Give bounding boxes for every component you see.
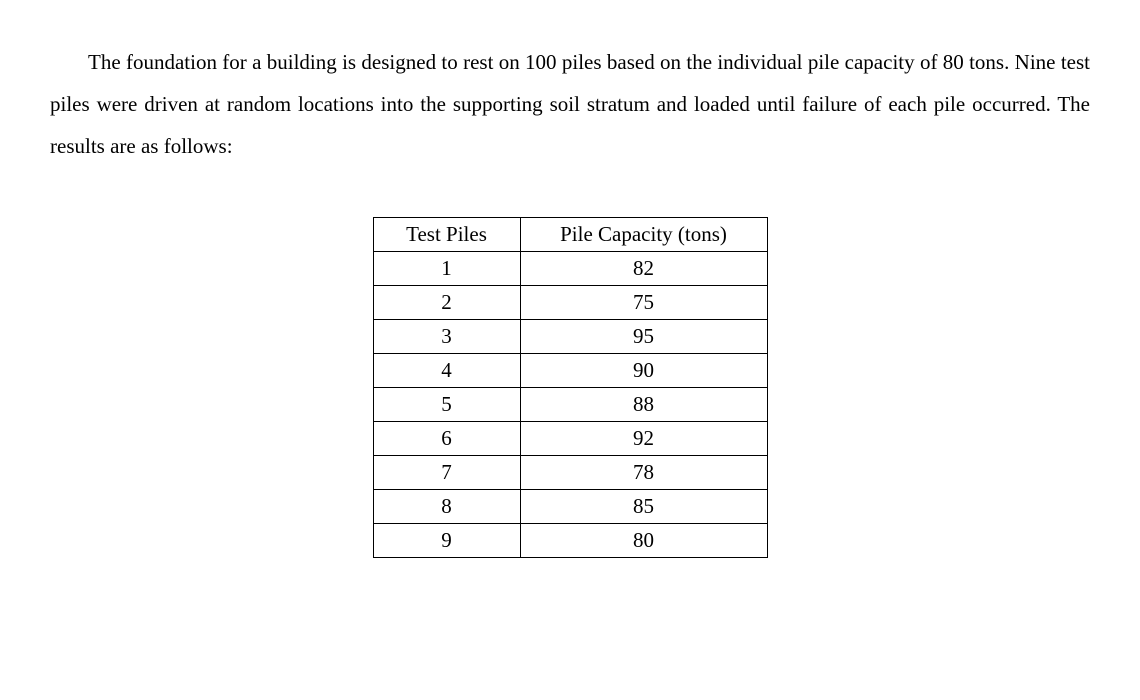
cell-pile-capacity: 88 (520, 388, 767, 422)
table-row: 8 85 (373, 490, 767, 524)
table-row: 3 95 (373, 320, 767, 354)
cell-pile-capacity: 92 (520, 422, 767, 456)
problem-paragraph: The foundation for a building is designe… (50, 41, 1090, 167)
table-row: 1 82 (373, 252, 767, 286)
pile-capacity-table: Test Piles Pile Capacity (tons) 1 82 2 7… (373, 217, 768, 558)
cell-pile-capacity: 78 (520, 456, 767, 490)
table-container: Test Piles Pile Capacity (tons) 1 82 2 7… (50, 217, 1090, 558)
table-row: 2 75 (373, 286, 767, 320)
table-header-row: Test Piles Pile Capacity (tons) (373, 218, 767, 252)
table-row: 5 88 (373, 388, 767, 422)
page: The foundation for a building is designe… (0, 0, 1140, 558)
cell-pile-capacity: 75 (520, 286, 767, 320)
cell-pile-number: 4 (373, 354, 520, 388)
cell-pile-number: 3 (373, 320, 520, 354)
col-header-test-piles: Test Piles (373, 218, 520, 252)
col-header-pile-capacity: Pile Capacity (tons) (520, 218, 767, 252)
table-row: 4 90 (373, 354, 767, 388)
table-row: 6 92 (373, 422, 767, 456)
cell-pile-capacity: 95 (520, 320, 767, 354)
cell-pile-number: 7 (373, 456, 520, 490)
cell-pile-number: 5 (373, 388, 520, 422)
table-row: 7 78 (373, 456, 767, 490)
cell-pile-number: 2 (373, 286, 520, 320)
paragraph-text: The foundation for a building is designe… (50, 50, 1090, 158)
cell-pile-capacity: 90 (520, 354, 767, 388)
cell-pile-number: 6 (373, 422, 520, 456)
cell-pile-number: 8 (373, 490, 520, 524)
cell-pile-number: 1 (373, 252, 520, 286)
table-row: 9 80 (373, 524, 767, 558)
cell-pile-capacity: 85 (520, 490, 767, 524)
cell-pile-number: 9 (373, 524, 520, 558)
cell-pile-capacity: 80 (520, 524, 767, 558)
cell-pile-capacity: 82 (520, 252, 767, 286)
